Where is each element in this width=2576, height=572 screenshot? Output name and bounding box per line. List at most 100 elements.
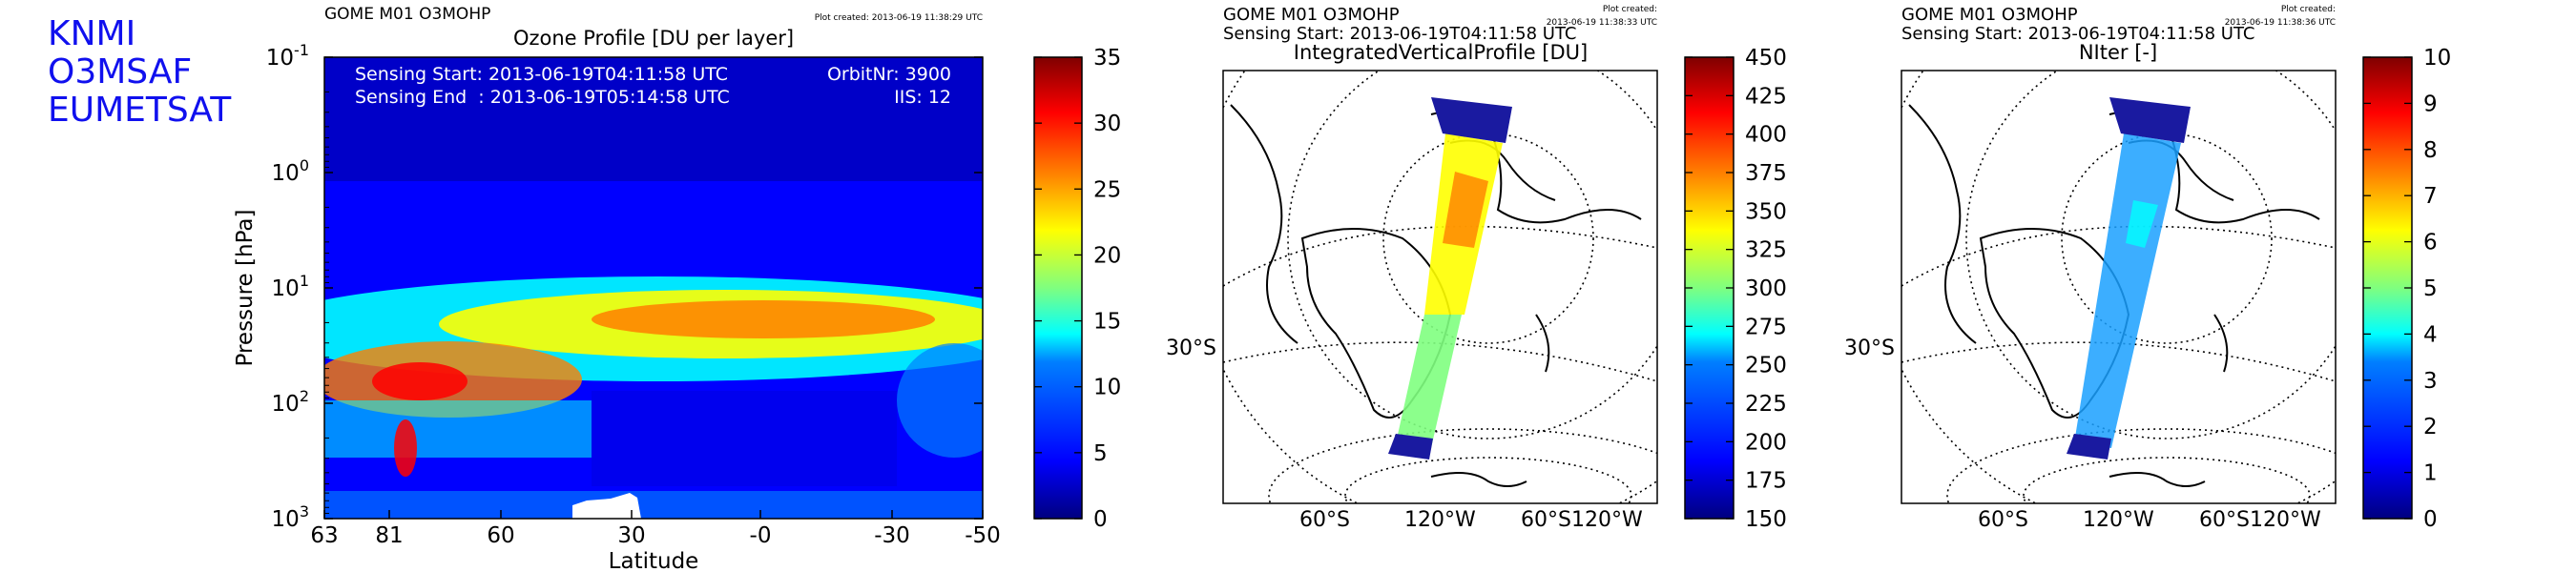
- colorbar-tick-label: 4: [2423, 322, 2438, 347]
- heatmap-spike: [394, 419, 417, 477]
- map1-label-60s: 60°S: [1299, 508, 1350, 532]
- map1-swath-south-cap: [1388, 434, 1433, 460]
- panel1-plot-created: Plot created: 2013-06-19 11:38:29 UTC: [815, 13, 983, 23]
- colorbar-tick-label: 325: [1745, 238, 1787, 263]
- map1-frame: [1222, 70, 1658, 504]
- colorbar-tick-label: 450: [1745, 46, 1787, 71]
- colorbar-tick-label: 175: [1745, 469, 1787, 494]
- colorbar-tick-label: 300: [1745, 276, 1787, 301]
- panel-ozone-profile: GOME M01 O3MOHP Plot created: 2013-06-19…: [233, 5, 1121, 572]
- heatmap-lower-tropics: [592, 391, 897, 486]
- map2-label-120w: 120°W: [2083, 508, 2154, 532]
- map1-label-60s120w: 60°S120°W: [1521, 508, 1643, 532]
- panel2-plot-created-time: 2013-06-19 11:38:33 UTC: [1547, 18, 1657, 28]
- info-iis: IIS: 12: [894, 87, 951, 108]
- colorbar-tick-label: 6: [2423, 231, 2438, 255]
- map2-plot-area: [1901, 71, 2336, 503]
- panel2-plot-created-label: Plot created:: [1603, 5, 1657, 14]
- colorbar-tick-label: 150: [1745, 507, 1787, 532]
- colorbar-tick-label: 35: [1093, 46, 1121, 71]
- brand-o3msaf: O3MSAF: [48, 52, 193, 92]
- info-sensing-start: Sensing Start: 2013-06-19T04:11:58 UTC: [355, 64, 728, 85]
- panel2-header: GOME M01 O3MOHP: [1223, 5, 1400, 25]
- colorbar-tick-label: 30: [1093, 112, 1121, 136]
- map1-swath-lower: [1396, 315, 1462, 448]
- colorbar-tick-label: 1: [2423, 461, 2438, 486]
- map2-swath-highlight: [2126, 200, 2158, 248]
- colorbar-tick-label: 375: [1745, 161, 1787, 186]
- colorbar-tick-label: 250: [1745, 354, 1787, 378]
- x-tick-label: -0: [750, 523, 772, 548]
- map2-label-30s: 30°S: [1844, 337, 1895, 360]
- colorbar-tick-label: 2: [2423, 415, 2438, 439]
- colorbar-tick-label: 225: [1745, 392, 1787, 417]
- map1-swath-north-cap: [1431, 97, 1512, 143]
- panel1-header: GOME M01 O3MOHP: [324, 5, 490, 24]
- map1-label-120w: 120°W: [1404, 508, 1476, 532]
- brand-eumetsat: EUMETSAT: [48, 91, 232, 130]
- map2-label-60s120w: 60°S120°W: [2199, 508, 2321, 532]
- x-tick-label: -30: [874, 523, 910, 548]
- panel3-plot-created-label: Plot created:: [2281, 5, 2336, 14]
- colorbar-tick-label: 7: [2423, 184, 2438, 209]
- x-tick-label: 30: [617, 523, 645, 548]
- panel3-plot-created-time: 2013-06-19 11:38:36 UTC: [2225, 18, 2336, 28]
- y-tick-label: 10-1: [266, 41, 309, 71]
- colorbar-tick-label: 10: [2423, 46, 2451, 71]
- colorbar-tick-label: 20: [1093, 243, 1121, 268]
- colorbar-tick-label: 275: [1745, 315, 1787, 339]
- chart1-xlabel: Latitude: [609, 549, 699, 572]
- heatmap-top-band: [324, 57, 983, 181]
- panel3-header: GOME M01 O3MOHP: [1901, 5, 2078, 25]
- colorbar-tick-label: 350: [1745, 199, 1787, 224]
- colorbar-tick-label: 9: [2423, 92, 2438, 116]
- heatmap-plot-area: [324, 57, 983, 519]
- colorbar2-ticks: 150 175 200 225 250 275 300 325 350 375 400 425 450: [1685, 46, 1787, 532]
- chart1-title: Ozone Profile [DU per layer]: [513, 27, 794, 50]
- y-tick-label: 103: [272, 502, 309, 532]
- brand-knmi: KNMI: [48, 14, 136, 53]
- colorbar-tick-label: 0: [2423, 507, 2438, 532]
- heatmap-northern-core: [372, 362, 467, 400]
- y-tick-label: 100: [272, 156, 309, 186]
- heatmap-missing-data: [572, 493, 641, 519]
- colorbar-tick-label: 5: [1093, 441, 1108, 466]
- colorbar-tick-label: 200: [1745, 430, 1787, 455]
- info-sensing-end: Sensing End : 2013-06-19T05:14:58 UTC: [355, 87, 730, 108]
- colorbar-tick-label: 425: [1745, 84, 1787, 109]
- map1-swath-warm: [1443, 172, 1488, 248]
- map2-swath-north-cap: [2109, 97, 2191, 143]
- x-tick-label: 60: [487, 523, 514, 548]
- colorbar-tick-label: 25: [1093, 177, 1121, 202]
- chart3-title: NIter [-]: [2079, 41, 2157, 64]
- chart1-ylabel: Pressure [hPa]: [233, 210, 258, 367]
- heatmap-stratosphere-core: [592, 300, 935, 338]
- colorbar-tick-label: 0: [1093, 507, 1108, 532]
- x-tick-label: 81: [375, 523, 403, 548]
- map1-plot-area: [1223, 71, 1657, 503]
- colorbar-tick-label: 5: [2423, 276, 2438, 301]
- info-orbit-number: OrbitNr: 3900: [827, 64, 951, 85]
- heatmap-x-ticks: 63 81 60 30 -0 -30 -50: [310, 510, 1001, 548]
- colorbar3-ticks: 0 1 2 3 4 5 6 7 8 9 10: [2363, 46, 2451, 532]
- map2-frame: [1901, 70, 2337, 504]
- map2-label-60s: 60°S: [1978, 508, 2028, 532]
- colorbar1-ticks: 0 5 10 15 20 25 30 35: [1034, 46, 1121, 532]
- colorbar2: [1684, 56, 1735, 520]
- colorbar1: [1033, 56, 1083, 520]
- x-tick-label: -50: [965, 523, 1001, 548]
- heatmap-lower-band: [324, 400, 601, 458]
- colorbar-tick-label: 15: [1093, 310, 1121, 335]
- chart2-title: IntegratedVerticalProfile [DU]: [1294, 41, 1588, 64]
- colorbar-tick-label: 8: [2423, 138, 2438, 163]
- map1-label-30s: 30°S: [1166, 337, 1216, 360]
- y-tick-label: 101: [272, 272, 309, 301]
- colorbar-tick-label: 3: [2423, 369, 2438, 394]
- panel-niter: GOME M01 O3MOHP Sensing Start: 2013-06-1…: [1844, 5, 2451, 532]
- panel-integrated-profile: GOME M01 O3MOHP Sensing Start: 2013-06-1…: [1166, 5, 1787, 532]
- heatmap-y-ticks: 10-1 100 101 102 103: [266, 41, 983, 532]
- panel2-subheader: Sensing Start: 2013-06-19T04:11:58 UTC: [1223, 24, 1576, 44]
- y-tick-label: 102: [272, 387, 309, 417]
- panel3-subheader: Sensing Start: 2013-06-19T04:11:58 UTC: [1901, 24, 2254, 44]
